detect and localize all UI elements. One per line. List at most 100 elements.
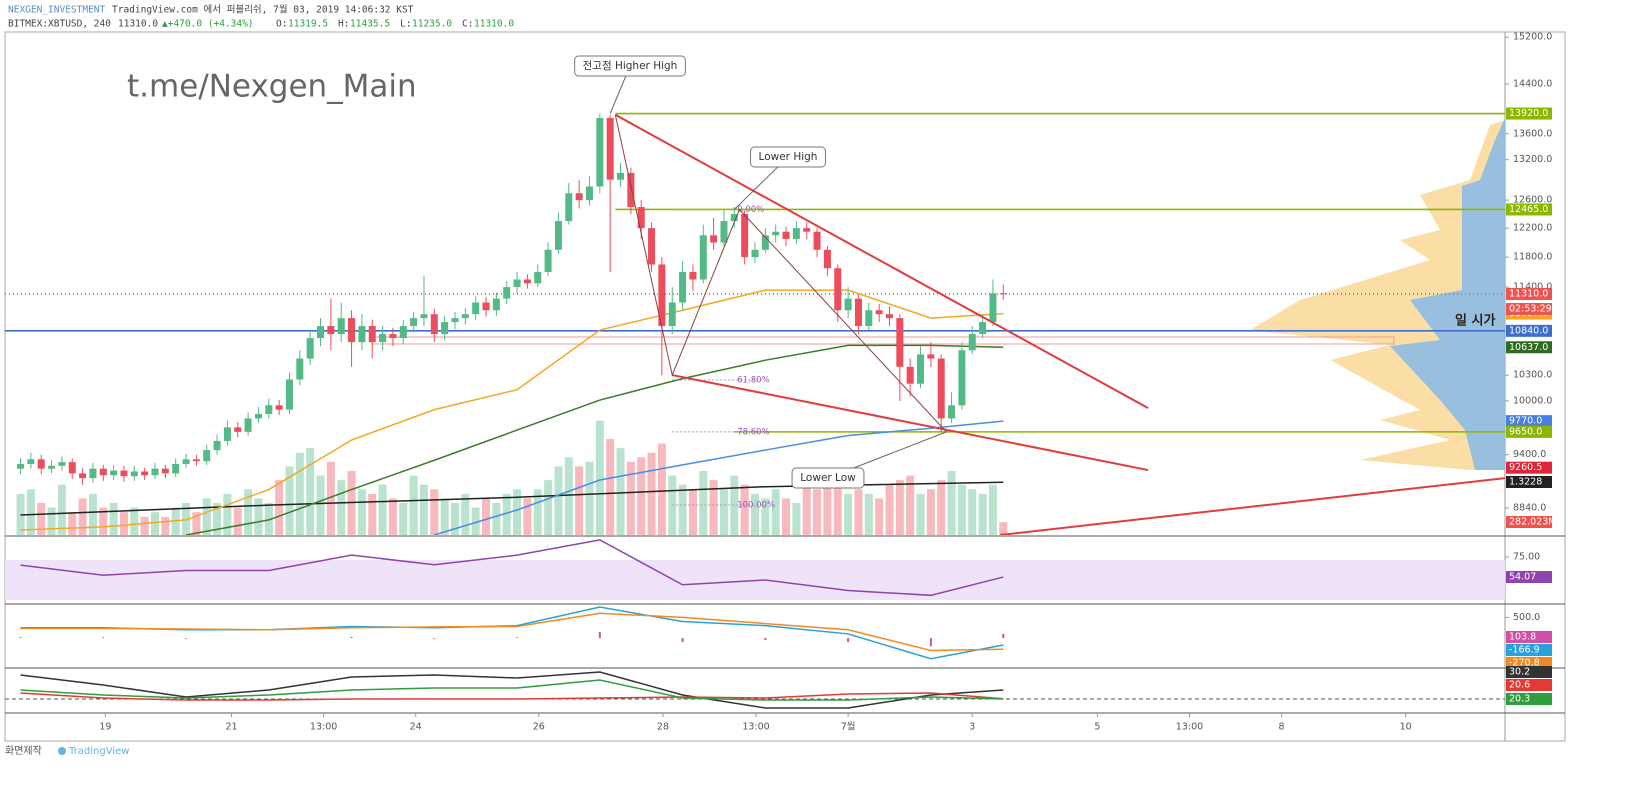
volume-bar	[26, 489, 35, 535]
macd-pane	[19, 606, 1005, 660]
volume-bar	[813, 489, 822, 535]
volume-bar	[306, 448, 315, 535]
volume-bar	[440, 498, 449, 535]
volume-bar	[37, 502, 46, 535]
volume-bar	[802, 480, 811, 535]
trendline	[1000, 477, 1505, 535]
volume-bar	[399, 502, 408, 535]
candle-body	[110, 470, 118, 476]
candle-body	[751, 249, 759, 258]
volume-bar	[533, 489, 542, 535]
candle-body	[679, 271, 687, 303]
volume-bar	[926, 489, 935, 535]
volume-bar	[68, 512, 77, 535]
y-tick-label: 11400.0	[1513, 282, 1552, 293]
volume-bar	[419, 484, 428, 535]
candle-body	[534, 271, 542, 284]
volume-bar	[119, 512, 128, 535]
candle-body	[317, 326, 325, 339]
indicator-line	[20, 679, 1004, 701]
price-badge	[1506, 666, 1552, 678]
histogram-bar	[433, 638, 436, 639]
price-badge	[1506, 571, 1552, 583]
trendline	[614, 113, 1149, 409]
price-badge	[1506, 341, 1552, 354]
volume-bar	[988, 484, 997, 535]
price-badge	[1506, 287, 1552, 300]
frame	[4, 31, 1566, 742]
histogram-bar	[929, 638, 932, 647]
indicator-line	[20, 692, 1004, 701]
volume-bar	[57, 484, 66, 535]
annotation-text: Lower Low	[800, 472, 856, 484]
price-badge-label: 9650.0	[1509, 426, 1542, 437]
indicator-line	[185, 344, 1004, 535]
candle-body	[130, 471, 138, 477]
candle-body	[927, 354, 935, 359]
candle-body	[544, 249, 552, 272]
candle-body	[234, 427, 242, 432]
candle-body	[306, 338, 314, 359]
price-badge	[1506, 203, 1552, 216]
volume-bar	[430, 489, 439, 535]
candle-body	[192, 459, 200, 462]
volume-bar	[678, 484, 687, 535]
volume-bar	[492, 502, 501, 535]
histogram-bar	[350, 636, 353, 639]
volume-bar	[544, 480, 553, 535]
price-badge-label: 30.2	[1509, 667, 1530, 678]
candle-body	[430, 314, 438, 335]
volume-bar	[451, 502, 459, 535]
candle-body	[948, 405, 956, 419]
volume-bar	[244, 489, 253, 535]
candle-body	[223, 427, 231, 441]
volume-bar	[906, 475, 915, 535]
candle-body	[958, 350, 966, 406]
price-badge-label: 10637.0	[1509, 342, 1548, 353]
candle-body	[285, 379, 293, 410]
candle-body	[710, 235, 718, 243]
fib-label: 100.00%	[737, 501, 775, 511]
annotation-box	[574, 55, 686, 77]
volume-bar	[316, 475, 325, 535]
candle-body	[575, 193, 583, 201]
price-badge-label: 12465.0	[1509, 204, 1548, 215]
volume-bar	[202, 498, 211, 535]
volume-bar	[502, 493, 511, 535]
volume-bar	[554, 466, 563, 535]
ohlc-value: 11310.0	[474, 19, 514, 30]
volume-bar	[254, 498, 263, 535]
candle-body	[854, 298, 862, 327]
price-badge	[1506, 516, 1552, 528]
candle-body	[120, 470, 128, 477]
volume-bar	[99, 507, 108, 535]
volume-bar	[513, 489, 522, 535]
volume-bar	[78, 498, 87, 535]
volume-bar	[585, 461, 594, 535]
histogram-bar	[102, 637, 105, 639]
ohlc-key: O:	[276, 19, 287, 30]
candle-body	[937, 358, 945, 419]
candle-body	[503, 287, 511, 299]
candle-body	[141, 471, 149, 476]
candle-body	[461, 314, 469, 319]
volume-bar	[130, 507, 139, 535]
candle-body	[906, 366, 914, 384]
candle-body	[761, 235, 769, 250]
price-badge	[1506, 476, 1552, 488]
symbol: BITMEX:XBTUSD, 240	[8, 19, 111, 30]
x-tick-label: 19	[99, 722, 111, 733]
candle-body	[803, 228, 811, 232]
volume-bar	[213, 502, 222, 535]
candle-body	[368, 326, 376, 343]
indicator-line	[20, 671, 1004, 709]
price-badge	[1506, 425, 1552, 438]
volume-bar	[233, 507, 242, 535]
volume-bar	[782, 498, 791, 535]
volume-bar	[109, 502, 118, 535]
candle-body	[896, 318, 904, 367]
price-badge-label: 20.6	[1509, 680, 1530, 691]
histogram-bar	[764, 638, 767, 641]
volume-bar	[337, 480, 346, 535]
annotation-box	[791, 467, 865, 489]
